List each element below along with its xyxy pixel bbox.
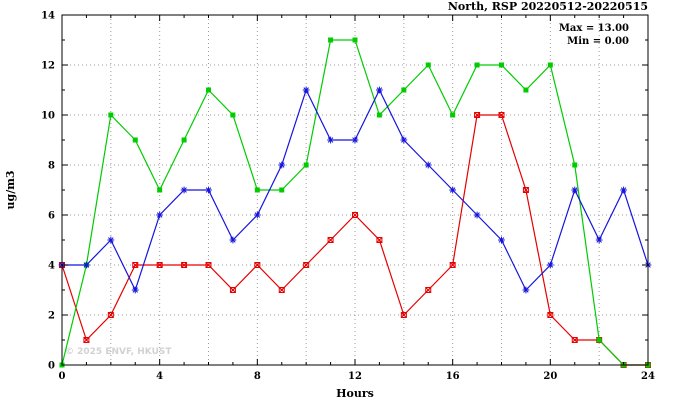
square-marker <box>279 187 285 193</box>
square-cross-marker <box>498 112 505 118</box>
green-series-line <box>61 39 648 366</box>
asterisk-marker <box>620 186 627 194</box>
square-cross-marker <box>449 262 456 268</box>
x-axis-label: Hours <box>336 387 374 400</box>
y-tick-label: 0 <box>48 361 55 372</box>
y-axis-label: ug/m3 <box>4 171 17 210</box>
chart-title: North, RSP 20220512-20220515 <box>448 0 648 13</box>
square-cross-marker <box>107 312 114 318</box>
square-cross-marker <box>376 237 383 243</box>
square-cross-marker <box>156 262 163 268</box>
square-cross-marker <box>400 312 407 318</box>
square-marker <box>474 62 480 68</box>
square-marker <box>132 137 138 143</box>
square-marker <box>254 187 260 193</box>
asterisk-marker <box>229 236 237 244</box>
y-tick-label: 4 <box>48 261 55 272</box>
asterisk-marker <box>278 161 286 169</box>
square-marker <box>523 87 529 93</box>
watermark: © 2025 ENVF, HKUST <box>65 347 172 357</box>
asterisk-marker <box>107 236 115 244</box>
asterisk-marker <box>131 286 139 294</box>
square-cross-marker <box>303 262 310 268</box>
asterisk-marker <box>498 236 505 244</box>
square-marker <box>157 187 163 193</box>
y-tick-label: 6 <box>48 211 55 222</box>
y-tick-label: 10 <box>41 111 55 122</box>
square-marker <box>352 37 358 43</box>
asterisk-marker <box>424 161 432 169</box>
asterisk-marker <box>302 86 310 94</box>
square-marker <box>108 112 114 118</box>
square-cross-marker <box>229 287 236 293</box>
x-tick-label: 8 <box>254 371 261 382</box>
square-marker <box>376 112 382 118</box>
x-tick-label: 4 <box>156 371 163 382</box>
asterisk-marker <box>205 186 212 194</box>
asterisk-marker <box>546 261 554 269</box>
grid-lines <box>62 15 648 365</box>
square-cross-marker <box>181 262 188 268</box>
square-marker <box>230 112 236 118</box>
square-marker <box>499 62 504 68</box>
square-marker <box>181 137 187 143</box>
square-marker <box>547 62 553 68</box>
square-marker <box>401 87 407 93</box>
square-cross-marker <box>547 312 554 318</box>
square-cross-marker <box>425 287 432 293</box>
square-marker <box>596 337 602 343</box>
asterisk-marker <box>400 136 408 144</box>
x-tick-label: 20 <box>543 371 557 382</box>
x-tick-label: 12 <box>348 371 362 382</box>
blue-series <box>58 86 652 294</box>
square-cross-marker <box>522 187 529 193</box>
square-marker <box>450 112 456 118</box>
square-cross-marker <box>132 262 139 268</box>
asterisk-marker <box>473 211 481 219</box>
asterisk-marker <box>595 236 603 244</box>
legend-min-value: Min = 0.00 <box>567 36 629 47</box>
square-cross-marker <box>327 237 334 243</box>
y-tick-label: 14 <box>41 11 55 22</box>
square-marker <box>206 87 211 93</box>
legend-max-value: Max = 13.00 <box>559 23 629 34</box>
asterisk-marker <box>83 261 90 269</box>
square-cross-marker <box>205 262 212 268</box>
y-tick-label: 8 <box>48 161 55 172</box>
square-cross-marker <box>83 337 90 343</box>
square-marker <box>425 62 431 68</box>
asterisk-marker <box>522 286 530 294</box>
square-marker <box>328 37 334 43</box>
y-tick-label: 12 <box>41 61 55 72</box>
square-cross-marker <box>571 337 578 343</box>
square-cross-marker <box>474 112 481 118</box>
x-tick-label: 16 <box>446 371 460 382</box>
asterisk-marker <box>376 86 383 94</box>
asterisk-marker <box>156 211 164 219</box>
square-marker <box>572 162 578 168</box>
asterisk-marker <box>180 186 188 194</box>
y-tick-label: 2 <box>48 311 55 322</box>
asterisk-marker <box>449 186 457 194</box>
asterisk-marker <box>253 211 261 219</box>
asterisk-marker <box>351 136 359 144</box>
asterisk-marker <box>571 186 579 194</box>
x-tick-label: 0 <box>59 371 66 382</box>
square-marker <box>303 162 309 168</box>
square-cross-marker <box>352 212 358 218</box>
square-cross-marker <box>254 262 261 268</box>
square-cross-marker <box>278 287 285 293</box>
asterisk-marker <box>327 136 334 144</box>
x-tick-label: 24 <box>641 371 655 382</box>
axis-ticks <box>61 14 649 366</box>
